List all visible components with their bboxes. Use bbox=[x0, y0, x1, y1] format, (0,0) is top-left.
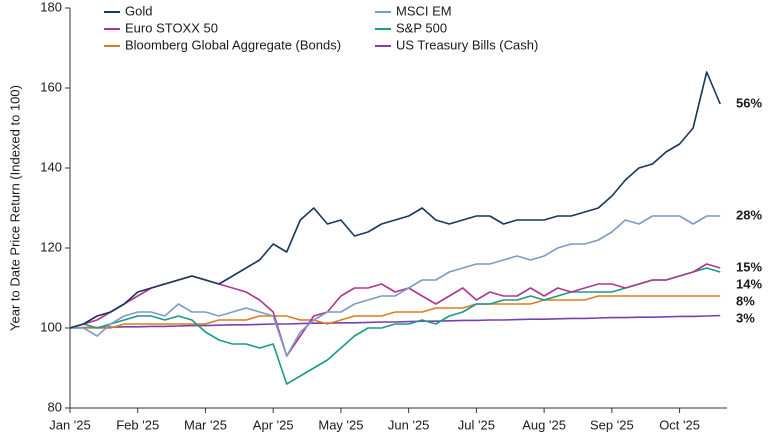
x-tick-label: Apr '25 bbox=[253, 417, 294, 432]
end-label: 3% bbox=[736, 310, 755, 325]
end-label: 14% bbox=[736, 276, 762, 291]
y-tick-label: 140 bbox=[40, 159, 62, 174]
series-line bbox=[70, 295, 721, 329]
legend-label: S&P 500 bbox=[396, 20, 447, 35]
y-tick-label: 100 bbox=[40, 319, 62, 334]
series-line bbox=[69, 71, 721, 329]
x-tick-label: Oct '25 bbox=[659, 417, 700, 432]
series-line bbox=[70, 215, 721, 357]
end-label: 56% bbox=[736, 95, 762, 110]
y-tick-label: 120 bbox=[40, 239, 62, 254]
legend-label: US Treasury Bills (Cash) bbox=[396, 37, 538, 52]
y-axis-title: Year to Date Price Return (Indexed to 10… bbox=[7, 85, 22, 331]
series-line bbox=[69, 263, 721, 357]
legend-label: Bloomberg Global Aggregate (Bonds) bbox=[125, 37, 341, 52]
series-line bbox=[69, 267, 721, 385]
end-label: 15% bbox=[736, 259, 762, 274]
legend-label: Euro STOXX 50 bbox=[125, 20, 218, 35]
y-tick-label: 160 bbox=[40, 79, 62, 94]
end-label: 28% bbox=[736, 207, 762, 222]
x-tick-label: Jul '25 bbox=[458, 417, 495, 432]
x-tick-label: Jun '25 bbox=[388, 417, 430, 432]
series-line bbox=[69, 314, 721, 329]
x-tick-label: Jan '25 bbox=[49, 417, 91, 432]
legend-label: Gold bbox=[125, 3, 152, 18]
y-tick-label: 80 bbox=[48, 399, 62, 414]
x-tick-label: Feb '25 bbox=[116, 417, 159, 432]
x-tick-label: Mar '25 bbox=[184, 417, 227, 432]
y-tick-label: 180 bbox=[40, 0, 62, 14]
x-tick-label: Sep '25 bbox=[590, 417, 634, 432]
end-label: 8% bbox=[736, 293, 755, 308]
x-tick-label: Aug '25 bbox=[522, 417, 566, 432]
legend-label: MSCI EM bbox=[396, 3, 452, 18]
x-tick-label: May '25 bbox=[318, 417, 363, 432]
